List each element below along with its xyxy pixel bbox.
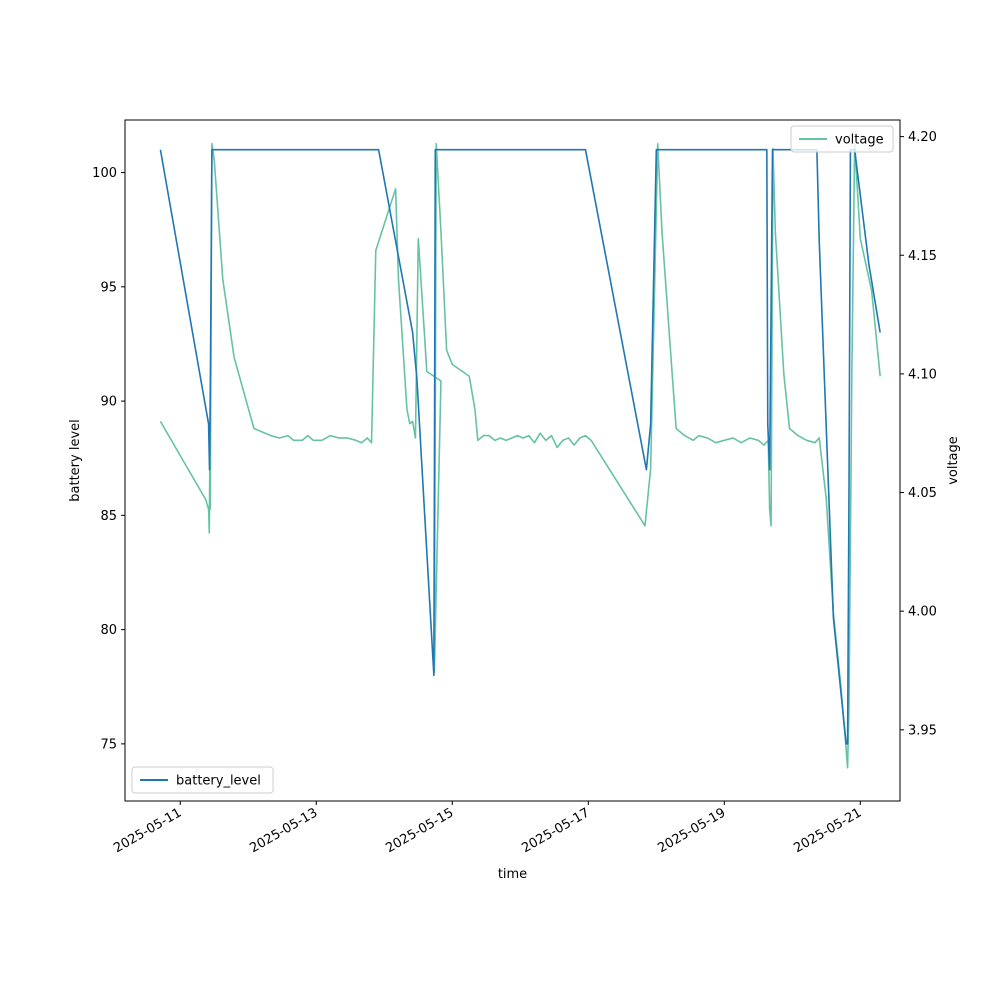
y-right-tick-label: 4.05 — [908, 486, 937, 501]
y-right-tick-label: 4.00 — [908, 605, 937, 620]
plot-frame — [124, 119, 901, 802]
x-tick-label: 2025-05-13 — [247, 805, 320, 856]
y-right-tick-label: 4.20 — [908, 130, 937, 145]
y-left-tick-label: 85 — [100, 509, 117, 524]
legend-box — [131, 766, 274, 794]
x-tick-label: 2025-05-17 — [519, 805, 592, 856]
plot-area — [159, 142, 881, 769]
y-left-tick-label: 90 — [100, 395, 117, 410]
x-tick-label: 2025-05-11 — [111, 805, 184, 856]
y-right-tick-label: 4.15 — [908, 249, 937, 264]
legend-box — [790, 125, 894, 153]
y-left-tick-label: 80 — [100, 623, 117, 638]
x-tick-label: 2025-05-19 — [655, 805, 728, 856]
y-right-tick-label: 3.95 — [908, 723, 937, 738]
x-axis-title: time — [498, 867, 527, 882]
y-left-tick-label: 95 — [100, 280, 117, 295]
y-axis-right-title: voltage — [946, 436, 961, 485]
series-line-battery-level — [159, 148, 881, 745]
y-left-tick-label: 75 — [100, 737, 117, 752]
x-tick-label: 2025-05-21 — [791, 805, 864, 856]
legend-label-voltage: voltage — [835, 133, 884, 148]
y-left-tick-label: 100 — [92, 166, 117, 181]
legend-voltage: voltage — [790, 125, 894, 153]
legend-battery-level: battery_level — [131, 766, 274, 794]
x-tick-label: 2025-05-15 — [383, 805, 456, 856]
y-right-tick-label: 4.10 — [908, 367, 937, 382]
y-axis-left-title: battery level — [68, 419, 83, 502]
series-line-voltage — [159, 142, 881, 769]
legend-label-battery-level: battery_level — [176, 774, 261, 789]
